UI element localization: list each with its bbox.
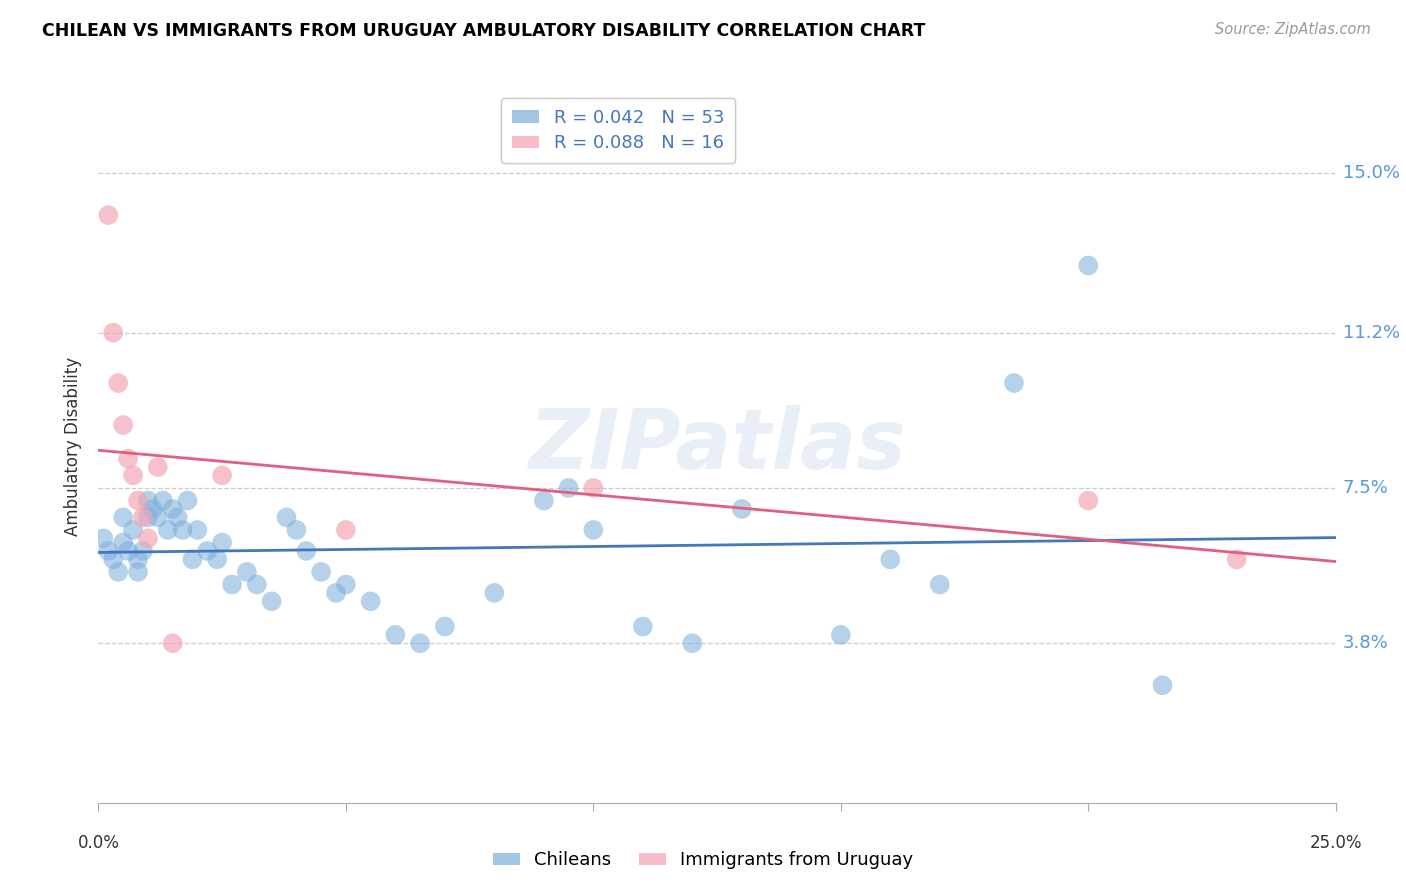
Point — [112, 510, 135, 524]
Point — [1002, 376, 1025, 390]
Point — [195, 544, 218, 558]
Point — [122, 523, 145, 537]
Point — [325, 586, 347, 600]
Text: 15.0%: 15.0% — [1343, 164, 1400, 182]
Text: 7.5%: 7.5% — [1343, 479, 1389, 497]
Point — [136, 493, 159, 508]
Point — [181, 552, 204, 566]
Point — [236, 565, 259, 579]
Point — [1077, 259, 1099, 273]
Point — [335, 523, 357, 537]
Point — [156, 523, 179, 537]
Text: 0.0%: 0.0% — [77, 834, 120, 852]
Point — [136, 510, 159, 524]
Point — [221, 577, 243, 591]
Point — [409, 636, 432, 650]
Point — [142, 502, 165, 516]
Point — [136, 532, 159, 546]
Point — [127, 493, 149, 508]
Point — [152, 493, 174, 508]
Point — [309, 565, 332, 579]
Point — [103, 552, 125, 566]
Point — [186, 523, 208, 537]
Point — [122, 468, 145, 483]
Text: Source: ZipAtlas.com: Source: ZipAtlas.com — [1215, 22, 1371, 37]
Point — [731, 502, 754, 516]
Point — [295, 544, 318, 558]
Point — [176, 493, 198, 508]
Point — [97, 544, 120, 558]
Point — [1152, 678, 1174, 692]
Point — [1226, 552, 1249, 566]
Point — [205, 552, 228, 566]
Point — [276, 510, 298, 524]
Point — [582, 523, 605, 537]
Text: CHILEAN VS IMMIGRANTS FROM URUGUAY AMBULATORY DISABILITY CORRELATION CHART: CHILEAN VS IMMIGRANTS FROM URUGUAY AMBUL… — [42, 22, 925, 40]
Point — [132, 544, 155, 558]
Point — [127, 565, 149, 579]
Point — [533, 493, 555, 508]
Point — [384, 628, 406, 642]
Point — [246, 577, 269, 591]
Point — [112, 417, 135, 432]
Point — [335, 577, 357, 591]
Legend: R = 0.042   N = 53, R = 0.088   N = 16: R = 0.042 N = 53, R = 0.088 N = 16 — [501, 98, 735, 163]
Legend: Chileans, Immigrants from Uruguay: Chileans, Immigrants from Uruguay — [484, 842, 922, 879]
Point — [260, 594, 283, 608]
Point — [117, 544, 139, 558]
Text: 25.0%: 25.0% — [1309, 834, 1362, 852]
Point — [557, 481, 579, 495]
Point — [146, 510, 169, 524]
Point — [211, 468, 233, 483]
Text: ZIPatlas: ZIPatlas — [529, 406, 905, 486]
Point — [132, 510, 155, 524]
Point — [166, 510, 188, 524]
Point — [830, 628, 852, 642]
Point — [146, 460, 169, 475]
Point — [1077, 493, 1099, 508]
Point — [117, 451, 139, 466]
Point — [433, 619, 456, 633]
Point — [928, 577, 950, 591]
Text: 11.2%: 11.2% — [1343, 324, 1400, 342]
Point — [484, 586, 506, 600]
Point — [211, 535, 233, 549]
Point — [172, 523, 194, 537]
Point — [582, 481, 605, 495]
Point — [97, 208, 120, 222]
Y-axis label: Ambulatory Disability: Ambulatory Disability — [65, 357, 83, 535]
Point — [127, 552, 149, 566]
Point — [93, 532, 115, 546]
Point — [681, 636, 703, 650]
Point — [879, 552, 901, 566]
Point — [285, 523, 308, 537]
Point — [103, 326, 125, 340]
Point — [162, 636, 184, 650]
Point — [107, 565, 129, 579]
Text: 3.8%: 3.8% — [1343, 634, 1389, 652]
Point — [162, 502, 184, 516]
Point — [631, 619, 654, 633]
Point — [107, 376, 129, 390]
Point — [360, 594, 382, 608]
Point — [112, 535, 135, 549]
